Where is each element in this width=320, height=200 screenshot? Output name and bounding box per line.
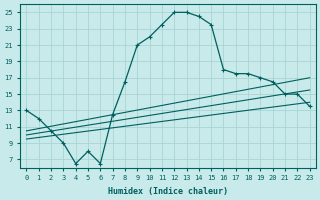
X-axis label: Humidex (Indice chaleur): Humidex (Indice chaleur) — [108, 187, 228, 196]
